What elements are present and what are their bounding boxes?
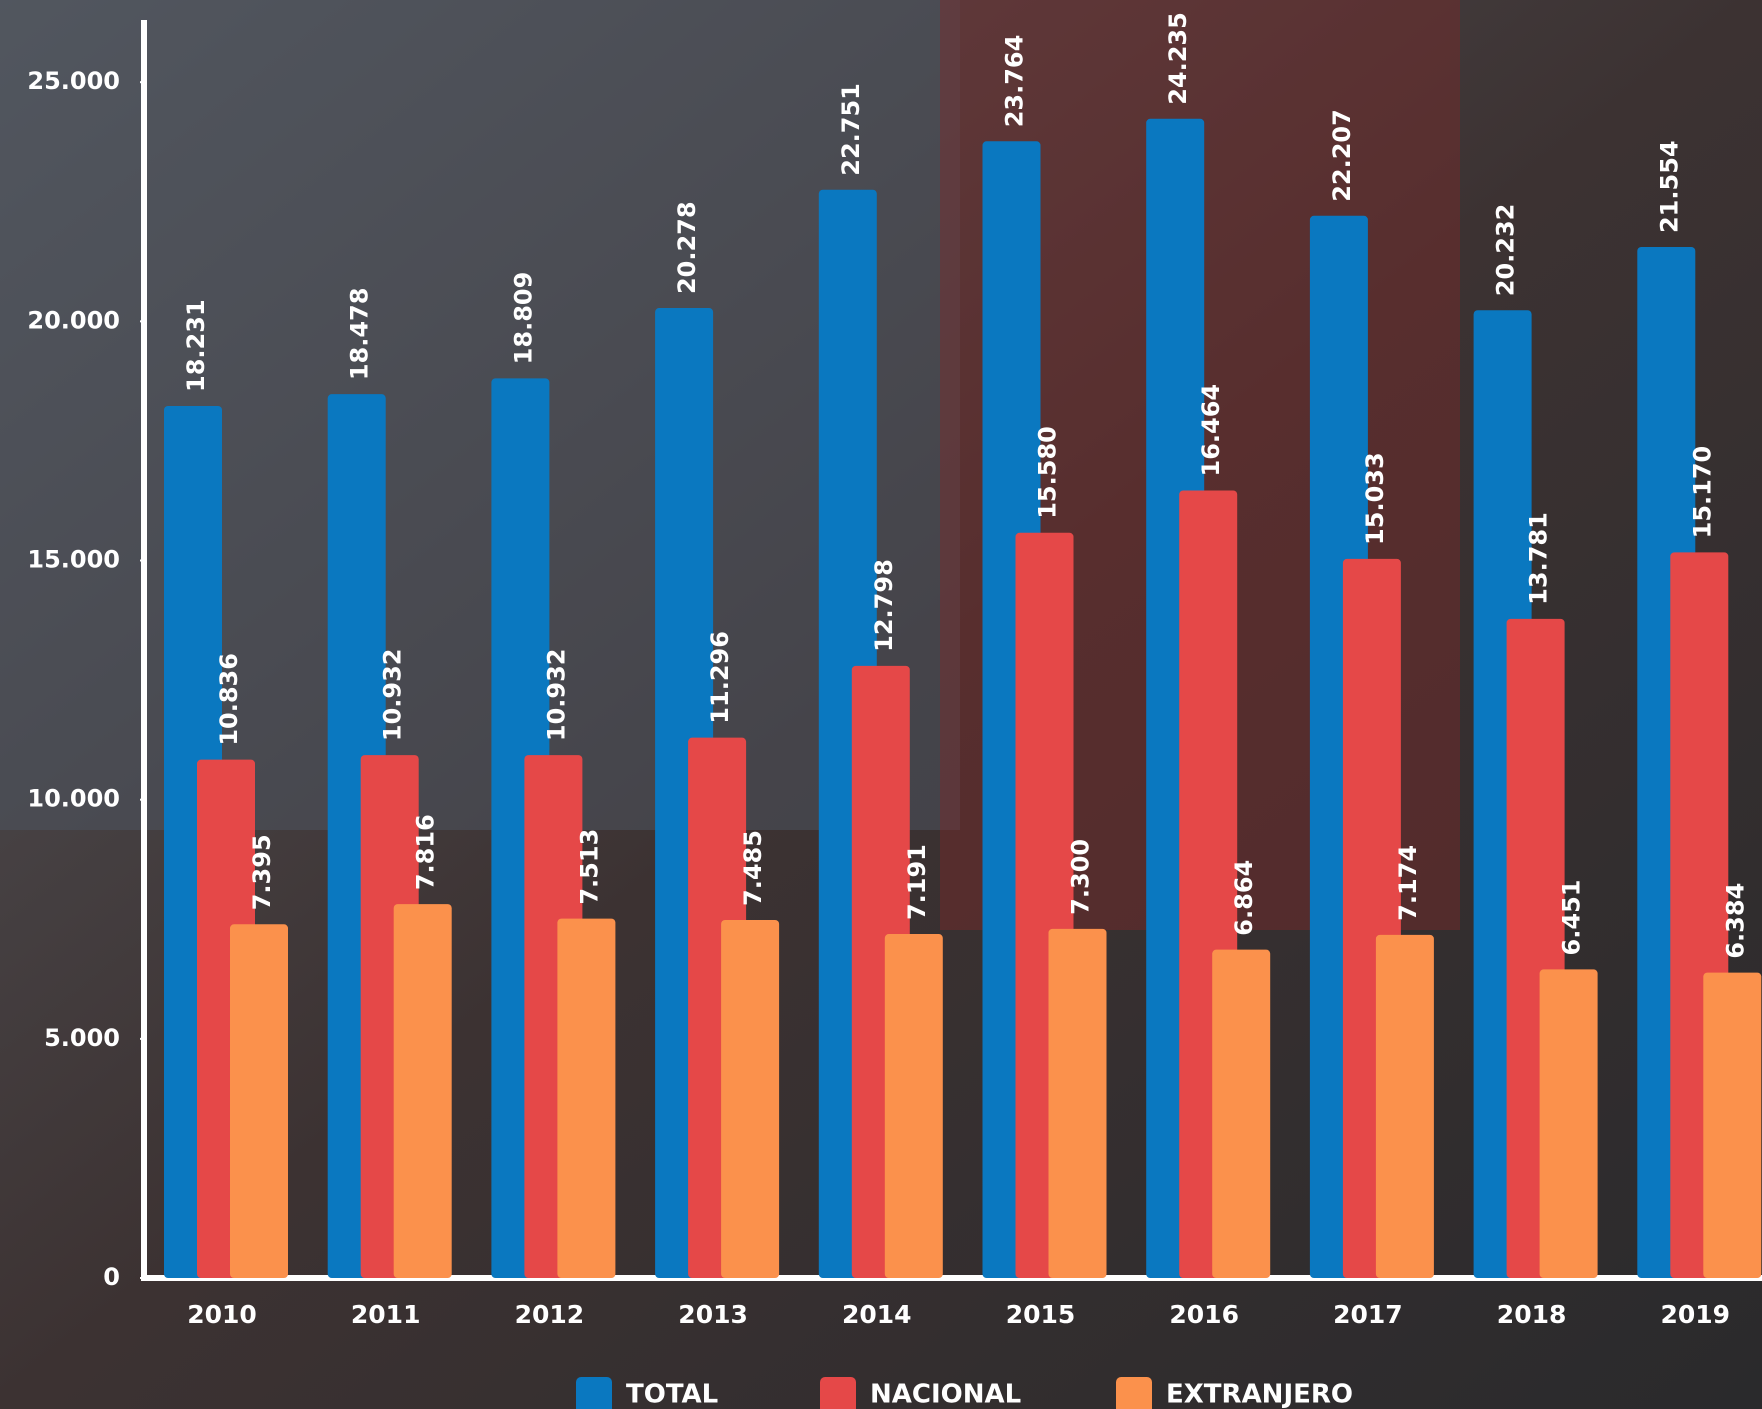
bar (1703, 972, 1762, 1278)
x-tick-label: 2015 (1006, 1300, 1076, 1329)
legend-swatch (820, 1377, 856, 1409)
value-label: 18.478 (346, 288, 374, 381)
bar (1539, 969, 1598, 1278)
legend-label: NACIONAL (870, 1380, 1021, 1409)
value-label: 6.451 (1558, 880, 1586, 956)
value-label: 18.231 (182, 299, 210, 392)
value-label: 7.816 (412, 814, 440, 890)
value-label: 6.864 (1230, 860, 1258, 936)
value-label: 7.174 (1394, 845, 1422, 921)
x-tick-label: 2013 (678, 1300, 748, 1329)
value-label: 10.836 (215, 653, 243, 746)
x-tick-label: 2014 (842, 1300, 912, 1329)
legend-label: TOTAL (626, 1380, 718, 1409)
value-label: 21.554 (1655, 140, 1683, 233)
value-label: 15.580 (1034, 426, 1062, 519)
value-label: 7.513 (575, 829, 603, 905)
y-tick-label: 20.000 (27, 306, 120, 334)
value-label: 10.932 (542, 648, 570, 741)
value-label: 18.809 (509, 272, 537, 365)
bar (1048, 928, 1107, 1278)
legend-label: EXTRANJERO (1166, 1380, 1353, 1409)
legend-swatch (1116, 1377, 1152, 1409)
value-label: 15.170 (1688, 446, 1716, 539)
legend-swatch (576, 1377, 612, 1409)
x-tick-label: 2018 (1497, 1300, 1567, 1329)
x-tick-label: 2010 (187, 1300, 257, 1329)
value-label: 6.384 (1721, 883, 1749, 959)
y-tick-label: 0 (103, 1263, 120, 1291)
value-label: 7.191 (903, 844, 931, 920)
bar (884, 934, 943, 1278)
value-label: 11.296 (706, 631, 734, 724)
value-label: 12.798 (870, 559, 898, 652)
y-tick-label: 15.000 (27, 546, 120, 574)
x-tick-label: 2016 (1169, 1300, 1239, 1329)
bar (721, 919, 780, 1278)
x-tick-label: 2011 (351, 1300, 421, 1329)
value-label: 22.207 (1328, 109, 1356, 202)
value-label: 7.395 (248, 834, 276, 910)
value-label: 22.751 (837, 83, 865, 176)
x-tick-label: 2017 (1333, 1300, 1403, 1329)
y-tick-label: 10.000 (27, 785, 120, 813)
value-label: 16.464 (1197, 384, 1225, 477)
value-label: 7.300 (1067, 839, 1095, 915)
background-containers (0, 0, 960, 830)
bar (1375, 934, 1434, 1278)
value-label: 10.932 (379, 648, 407, 741)
bar (1212, 949, 1271, 1278)
bar (230, 924, 288, 1278)
value-label: 24.235 (1164, 12, 1192, 105)
value-label: 13.781 (1525, 512, 1553, 605)
value-label: 7.485 (739, 830, 767, 906)
value-label: 15.033 (1361, 452, 1389, 545)
bar (557, 918, 616, 1278)
value-label: 20.232 (1492, 204, 1520, 297)
value-label: 23.764 (1001, 35, 1029, 128)
bar (393, 904, 452, 1278)
value-label: 20.278 (673, 201, 701, 294)
x-tick-label: 2012 (515, 1300, 585, 1329)
x-tick-label: 2019 (1661, 1300, 1731, 1329)
y-tick-label: 5.000 (44, 1024, 120, 1052)
y-tick-label: 25.000 (27, 67, 120, 95)
